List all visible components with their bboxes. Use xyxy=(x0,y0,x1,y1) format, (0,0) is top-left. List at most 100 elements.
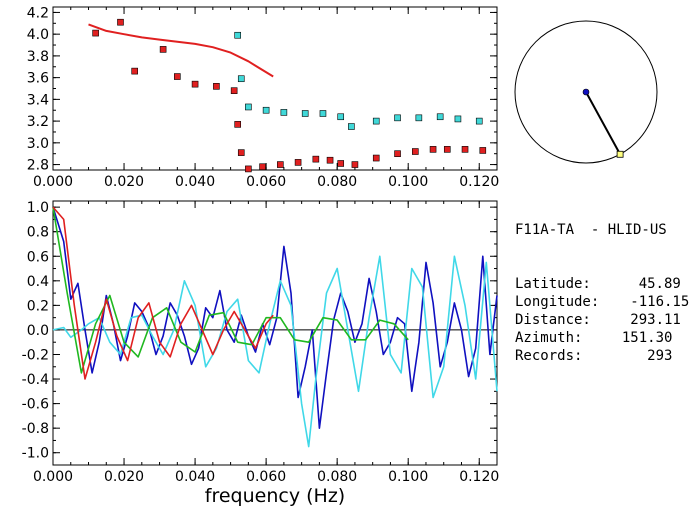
info-row: Latitude: 45.89 xyxy=(515,275,689,293)
data-point xyxy=(429,146,437,153)
data-point xyxy=(436,113,444,121)
data-point xyxy=(415,114,423,122)
data-point xyxy=(319,110,327,117)
data-point xyxy=(237,75,245,83)
x-tick-label: 0.100 xyxy=(388,469,428,485)
info-value: -116.15 xyxy=(630,294,690,310)
x-tick-label: 0.120 xyxy=(459,469,499,485)
station-pair: F11A-TA - HLID-US xyxy=(515,222,667,238)
x-tick-label: 0.080 xyxy=(317,174,357,190)
data-point xyxy=(348,123,355,130)
data-point xyxy=(191,80,199,88)
y-tick-label: -0.2 xyxy=(22,347,49,363)
data-point xyxy=(159,46,167,53)
data-point xyxy=(479,147,487,154)
data-point xyxy=(277,161,284,168)
y-tick-label: 0.2 xyxy=(27,298,49,314)
data-point xyxy=(372,154,380,162)
y-tick-label: -1.0 xyxy=(22,446,49,462)
x-tick-label: 0.000 xyxy=(33,469,73,485)
y-tick-label: 3.8 xyxy=(27,49,49,65)
x-tick-label: 0.040 xyxy=(175,469,215,485)
plot-frame xyxy=(52,200,498,466)
info-value: 151.30 xyxy=(621,330,673,346)
data-point xyxy=(245,103,252,111)
x-tick-label: 0.060 xyxy=(246,469,286,485)
y-tick-label: 3.4 xyxy=(27,92,49,108)
info-value: 45.89 xyxy=(638,276,681,292)
data-point xyxy=(262,106,270,114)
origin-marker xyxy=(582,88,590,96)
data-point xyxy=(234,31,242,39)
data-point xyxy=(213,83,220,90)
data-point xyxy=(351,161,359,168)
data-point xyxy=(131,67,138,75)
data-point xyxy=(294,159,302,166)
x-tick-label: 0.100 xyxy=(388,174,428,190)
y-tick-label: 0.6 xyxy=(27,249,49,265)
y-tick-label: -0.4 xyxy=(22,372,49,388)
x-tick-label: 0.120 xyxy=(459,174,499,190)
data-point xyxy=(245,165,252,173)
data-point xyxy=(454,115,462,123)
data-point xyxy=(280,109,288,116)
x-axis-title: frequency (Hz) xyxy=(205,485,345,507)
info-label: Longitude: xyxy=(515,294,600,310)
info-row: Records: 293 xyxy=(515,347,689,365)
info-label: Records: xyxy=(515,348,583,364)
data-point xyxy=(230,87,238,94)
data-point xyxy=(394,114,401,122)
info-value: 293 xyxy=(647,348,673,364)
data-point xyxy=(337,160,345,167)
data-point xyxy=(92,29,99,37)
x-tick-label: 0.020 xyxy=(104,174,144,190)
data-point xyxy=(259,163,266,171)
data-point xyxy=(301,110,309,117)
y-tick-label: 4.0 xyxy=(27,27,49,43)
y-tick-label: 3.2 xyxy=(27,114,49,130)
correlation-panel: 0.000 0.020 0.040 0.060 0.080 0.100 0.120 -1.0 -… xyxy=(22,200,500,485)
data-point xyxy=(234,121,242,128)
plot-frame xyxy=(52,6,498,171)
y-tick-label: 3.6 xyxy=(27,71,49,87)
compass-circle xyxy=(514,20,658,164)
station-marker xyxy=(616,150,624,158)
data-point xyxy=(394,150,401,157)
info-label: Distance: xyxy=(515,312,591,328)
info-row: Longitude: -116.15 xyxy=(515,293,689,311)
y-tick-label: -0.8 xyxy=(22,421,49,437)
y-tick-label: -0.6 xyxy=(22,397,49,413)
y-tick-label: 2.8 xyxy=(27,158,49,174)
data-point xyxy=(461,146,469,153)
y-tick-label: 0.0 xyxy=(27,323,49,339)
data-point xyxy=(174,73,181,80)
info-value: 293.11 xyxy=(630,312,681,328)
x-tick-label: 0.020 xyxy=(104,469,144,485)
series-line xyxy=(88,23,274,78)
data-point xyxy=(117,18,124,26)
series-line xyxy=(52,206,409,374)
azimuth-compass xyxy=(514,20,658,164)
data-point xyxy=(326,156,334,164)
x-tick-label: 0.080 xyxy=(317,469,357,485)
dispersion-panel: 0.000 0.020 0.040 0.060 0.080 0.100 0.120 2.8 3.… xyxy=(27,5,500,190)
station-info: F11A-TA - HLID-US Latitude: 45.89 Longitud… xyxy=(515,185,689,364)
y-tick-label: 4.2 xyxy=(27,5,49,21)
x-tick-label: 0.000 xyxy=(33,174,73,190)
info-label: Latitude: xyxy=(515,276,591,292)
data-point xyxy=(372,117,380,125)
y-tick-label: 0.8 xyxy=(27,225,49,241)
data-point xyxy=(312,155,320,163)
data-point xyxy=(443,146,451,153)
data-point xyxy=(412,148,419,155)
data-point xyxy=(475,117,483,125)
x-tick-label: 0.040 xyxy=(175,174,215,190)
y-tick-label: 3.0 xyxy=(27,136,49,152)
info-row: Azimuth: 151.30 xyxy=(515,329,689,347)
x-tick-label: 0.060 xyxy=(246,174,286,190)
info-row: Distance: 293.11 xyxy=(515,311,689,329)
data-point xyxy=(337,113,345,121)
y-tick-label: 0.4 xyxy=(27,274,49,290)
data-point xyxy=(237,149,245,156)
